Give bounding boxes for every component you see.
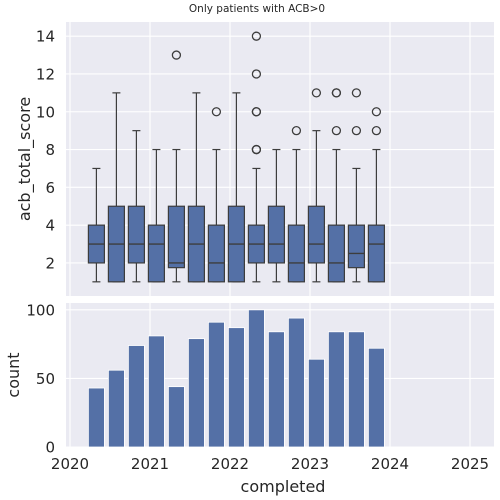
bar xyxy=(247,309,265,448)
bar xyxy=(287,317,305,448)
boxplot xyxy=(307,88,325,283)
outlier-point xyxy=(251,107,262,117)
bottom-y-tick-label: 100 xyxy=(26,301,55,319)
boxplot xyxy=(107,92,126,283)
box-iqr xyxy=(307,205,325,264)
bar xyxy=(147,335,165,448)
bar xyxy=(167,386,185,448)
box-iqr xyxy=(367,224,385,283)
boxplot xyxy=(227,92,245,283)
bars xyxy=(88,309,385,448)
bar xyxy=(207,321,225,448)
top-y-axis-label: acb_total_score xyxy=(15,97,35,221)
outlier-point xyxy=(331,88,342,98)
top-y-tick-label: 4 xyxy=(45,217,55,235)
top-y-tick-label: 2 xyxy=(45,254,55,272)
x-tick-label: 2020 xyxy=(51,455,89,473)
boxplot xyxy=(247,31,265,283)
boxplot xyxy=(167,50,185,283)
x-tick-label: 2023 xyxy=(291,455,329,473)
box-iqr xyxy=(267,205,285,264)
bar xyxy=(327,331,345,448)
bar xyxy=(347,331,365,448)
outlier-point xyxy=(331,126,342,136)
bar xyxy=(187,338,205,448)
boxplot xyxy=(347,88,365,283)
bar xyxy=(307,358,325,448)
boxplot xyxy=(187,92,205,283)
boxplot xyxy=(127,130,145,283)
outlier-point xyxy=(251,144,262,155)
boxplot xyxy=(87,167,106,283)
bar xyxy=(267,331,285,448)
bottom-y-tick-label: 0 xyxy=(45,439,55,457)
boxplots xyxy=(87,31,385,283)
bar xyxy=(88,387,105,448)
outlier-point xyxy=(211,107,222,117)
x-axis-label: completed xyxy=(241,477,326,496)
top-y-tick-labels: 2 4 6 8 10 12 14 xyxy=(36,28,55,273)
box-iqr xyxy=(167,205,185,269)
box-iqr xyxy=(207,224,225,283)
bar xyxy=(108,369,125,448)
outlier-point xyxy=(371,107,382,117)
bar xyxy=(367,347,385,448)
outlier-point xyxy=(251,31,262,41)
boxplot xyxy=(207,107,225,283)
top-y-tick-label: 12 xyxy=(36,65,55,83)
outlier-point xyxy=(311,88,322,98)
bottom-y-axis-label: count xyxy=(4,352,23,397)
box-iqr xyxy=(147,224,165,283)
box-iqr xyxy=(287,224,305,283)
boxplot xyxy=(327,88,345,283)
x-tick-label: 2021 xyxy=(131,455,169,473)
top-y-tick-label: 10 xyxy=(36,103,55,121)
box-iqr xyxy=(327,224,345,283)
top-y-tick-label: 14 xyxy=(36,28,55,46)
x-tick-label: 2022 xyxy=(211,455,249,473)
outlier-point xyxy=(351,88,362,98)
top-y-tick-label: 8 xyxy=(45,141,55,159)
outlier-point xyxy=(251,69,262,79)
boxplot xyxy=(367,107,385,283)
outlier-point xyxy=(171,50,182,60)
boxplot xyxy=(287,126,305,283)
outlier-point xyxy=(371,126,382,136)
top-y-tick-label: 6 xyxy=(45,179,55,197)
bar xyxy=(127,345,145,448)
bottom-y-tick-label: 50 xyxy=(36,370,55,388)
box-iqr xyxy=(347,224,365,269)
outlier-point xyxy=(291,126,302,136)
bottom-y-tick-labels: 0 50 100 xyxy=(26,301,55,456)
x-tick-label: 2024 xyxy=(371,455,409,473)
bar xyxy=(227,327,245,448)
outlier-point xyxy=(351,126,362,136)
box-iqr xyxy=(127,205,145,264)
boxplot xyxy=(267,148,285,283)
x-tick-label: 2025 xyxy=(451,455,489,473)
chart-title: Only patients with ACB>0 xyxy=(189,3,325,15)
boxplot xyxy=(147,148,165,283)
x-tick-labels: 2020 2021 2022 2023 2024 2025 xyxy=(51,455,489,473)
